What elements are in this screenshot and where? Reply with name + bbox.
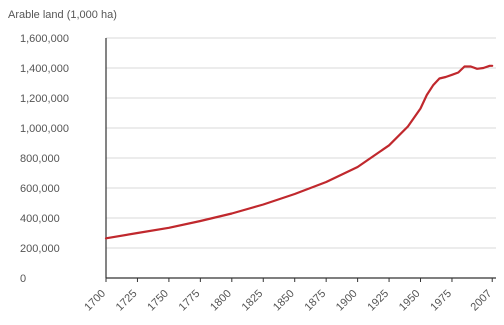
series-line: [104, 64, 494, 240]
x-tick-label: 2007: [469, 288, 495, 314]
y-tick-label: 1,000,000: [20, 123, 69, 135]
x-tick-label: 1875: [302, 288, 328, 314]
y-tick-label: 0: [20, 273, 26, 285]
x-tick-label: 1975: [428, 288, 454, 314]
gridlines: [106, 37, 496, 249]
y-tick-label: 800,000: [20, 153, 60, 165]
x-tick-label: 1825: [240, 288, 266, 314]
x-tick-label: 1800: [208, 288, 234, 314]
x-tick-label: 1725: [114, 288, 140, 314]
y-tick-label: 1,400,000: [20, 63, 69, 75]
x-tick-label: 1925: [365, 288, 391, 314]
y-axis-title: Arable land (1,000 ha): [8, 9, 117, 21]
x-tick-label: 1950: [397, 288, 423, 314]
x-tick-label: 1900: [334, 288, 360, 314]
y-tick-label: 1,200,000: [20, 93, 69, 105]
y-tick-label: 600,000: [20, 183, 60, 195]
series-group: [104, 64, 494, 240]
y-tick-label: 200,000: [20, 243, 60, 255]
y-axis-ticks: 0 200,000 400,000 600,000 800,000 1,000,000 1,…: [20, 33, 69, 285]
x-axis-ticks: 1700 1725 1750 1775 1800 1825 1850 1875 1900 1925…: [82, 278, 494, 313]
x-tick-label: 1700: [82, 288, 108, 314]
y-tick-label: 1,600,000: [20, 33, 69, 45]
y-tick-label: 400,000: [20, 213, 60, 225]
x-tick-label: 1850: [271, 288, 297, 314]
x-tick-label: 1775: [177, 288, 203, 314]
x-tick-label: 1750: [145, 288, 171, 314]
